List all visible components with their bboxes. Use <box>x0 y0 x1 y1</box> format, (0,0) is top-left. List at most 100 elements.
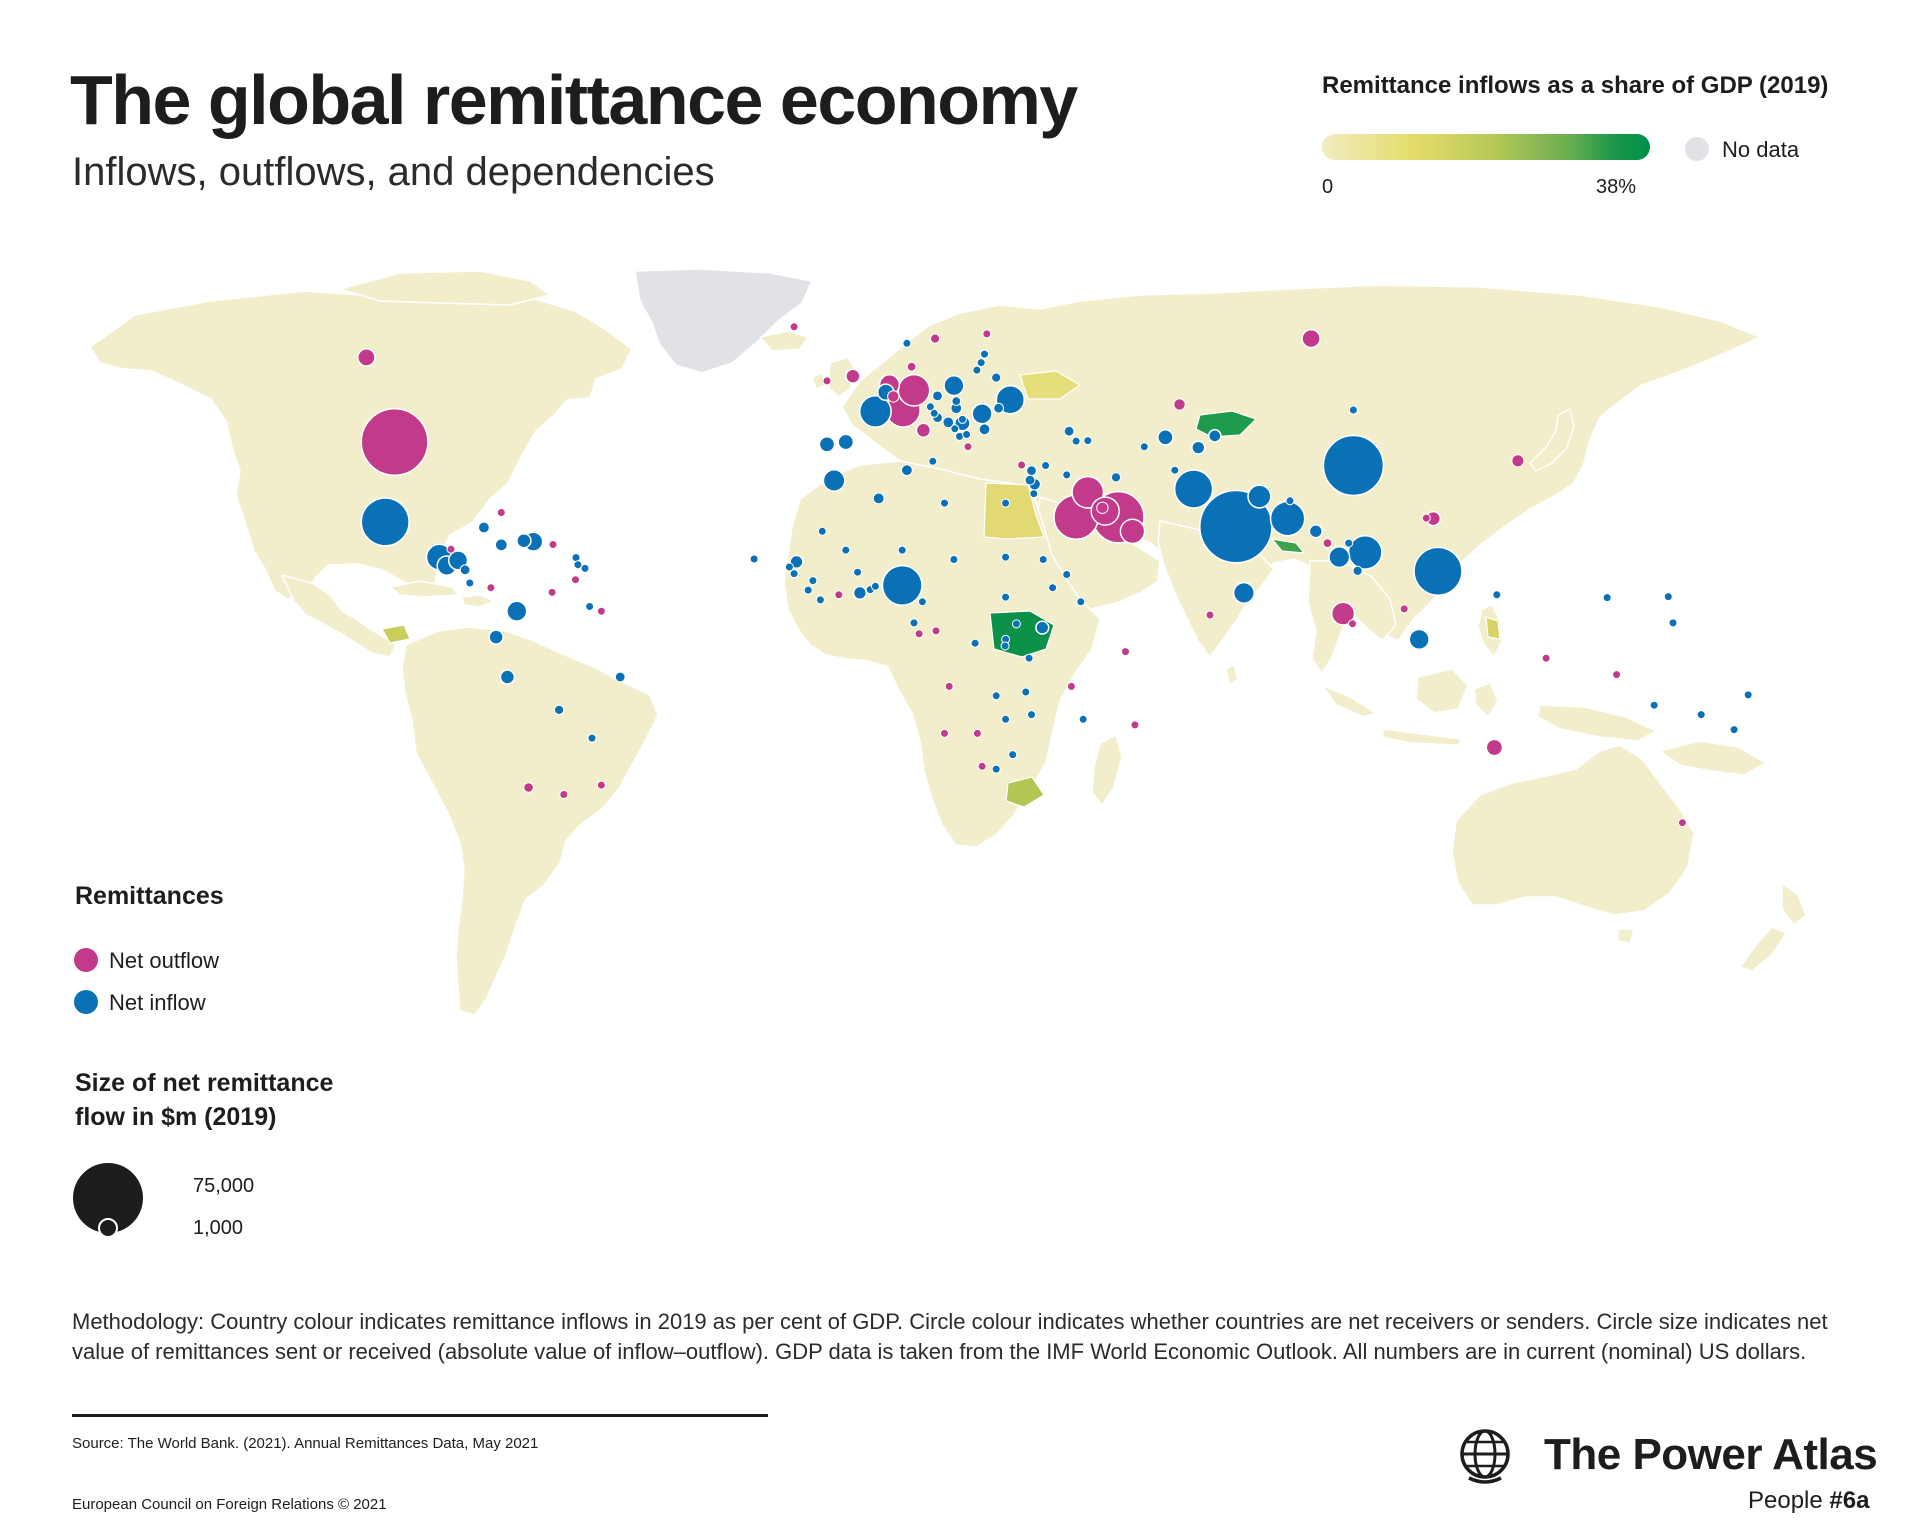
net-inflow-bubble <box>853 567 863 577</box>
net-inflow-bubble <box>902 338 912 348</box>
australia-land <box>1451 744 1695 916</box>
net-inflow-bubble <box>1308 524 1323 539</box>
net-inflow-bubble <box>837 433 855 451</box>
net-outflow-bubble <box>1130 720 1140 730</box>
net-inflow-bubble <box>841 545 851 555</box>
net-outflow-bubble <box>887 390 900 403</box>
net-inflow-bubble <box>1076 597 1086 607</box>
net-inflow-bubble <box>465 578 475 588</box>
indonesia-land <box>1321 668 1657 746</box>
no-data-swatch <box>1685 137 1709 161</box>
net-inflow-bubble <box>1083 436 1093 446</box>
net-outflow-bubble <box>977 761 987 771</box>
gdp-gradient-min-label: 0 <box>1322 176 1334 198</box>
nepal-shaded <box>1270 538 1306 554</box>
net-inflow-bubble <box>1743 690 1753 700</box>
net-inflow-bubble <box>360 497 410 547</box>
net-outflow-bubble <box>571 575 580 585</box>
net-inflow-bubble <box>852 585 868 601</box>
net-outflow-bubble <box>1612 670 1622 680</box>
size-legend-title: Size of net remittance flow in $m (2019) <box>75 1069 334 1131</box>
net-inflow-bubble <box>928 456 938 466</box>
net-inflow-bubble <box>980 349 989 359</box>
net-inflow-bubble <box>808 576 818 586</box>
net-inflow-bubble <box>1021 687 1031 697</box>
series-number: #6a <box>1829 1487 1870 1514</box>
net-inflow-bubble <box>1029 489 1039 499</box>
net-outflow-bubble <box>1485 738 1504 757</box>
sri-lanka-land <box>1225 664 1239 686</box>
arctic-islands-land <box>339 270 551 306</box>
net-outflow-bubble <box>789 322 799 332</box>
net-inflow-bubble <box>1602 593 1612 603</box>
net-outflow-bubble <box>897 373 931 407</box>
net-inflow-bubble <box>1413 546 1463 596</box>
net-outflow-bubble <box>982 329 992 339</box>
net-outflow-bubble <box>1677 818 1687 828</box>
net-inflow-bubble <box>1348 405 1358 415</box>
honduras-shaded <box>381 624 411 644</box>
hispaniola-land <box>461 594 495 608</box>
net-outflow-bubble <box>931 626 941 636</box>
net-outflow-bubble <box>596 780 606 790</box>
net-outflow-bubble <box>930 333 941 344</box>
net-inflow-bubble <box>494 538 509 552</box>
remittance-bubbles <box>357 322 1753 828</box>
net-inflow-bubble <box>1024 653 1034 663</box>
net-inflow-bubble <box>1063 425 1075 437</box>
net-inflow-bubble <box>1170 465 1180 475</box>
net-inflow-bubble <box>972 365 982 375</box>
net-inflow-bubble <box>991 372 1002 383</box>
size-legend-small-label: 1,000 <box>193 1217 244 1239</box>
net-inflow-bubble <box>478 521 490 534</box>
net-outflow-bubble <box>915 422 932 439</box>
net-inflow-bubble <box>1027 710 1036 720</box>
net-inflow-bubble <box>870 581 880 591</box>
net-outflow-bubble <box>1348 619 1357 629</box>
net-outflow-bubble <box>1205 610 1215 620</box>
source-note: Source: The World Bank. (2021). Annual R… <box>72 1435 539 1452</box>
net-outflow-bubble <box>523 782 534 793</box>
net-inflow-bubble <box>1492 590 1502 600</box>
net-outflow-bubble <box>559 790 569 799</box>
net-inflow-swatch <box>74 990 98 1014</box>
land-masses <box>89 268 1840 1016</box>
net-inflow-bubble <box>872 492 885 505</box>
net-outflow-bubble <box>914 629 924 639</box>
net-outflow-bubble <box>963 442 973 452</box>
net-inflow-bubble <box>1110 472 1122 483</box>
size-legend-circles <box>73 1163 143 1238</box>
net-inflow-bubble <box>1062 570 1072 579</box>
net-inflow-bubble <box>942 416 955 429</box>
net-inflow-bubble <box>749 554 759 564</box>
net-outflow-bubble <box>1421 513 1431 523</box>
map-subtitle: Inflows, outflows, and dependencies <box>72 150 715 194</box>
net-outflow-bubble <box>1322 538 1333 549</box>
net-inflow-bubble <box>1668 618 1678 628</box>
size-legend-big-label: 75,000 <box>193 1175 255 1197</box>
net-outflow-bubble <box>1330 601 1356 626</box>
copyright-note: European Council on Foreign Relations © … <box>72 1496 387 1513</box>
size-legend-big-circle <box>73 1163 143 1233</box>
net-outflow-bubble <box>360 407 429 477</box>
net-inflow-bubble <box>951 396 962 407</box>
net-inflow-bubble <box>1191 440 1206 455</box>
net-inflow-bubble <box>803 585 813 595</box>
net-inflow-bubble <box>991 764 1001 774</box>
net-inflow-bubble <box>1139 442 1149 452</box>
greenland-land <box>634 268 813 374</box>
net-inflow-bubble <box>949 555 959 564</box>
net-inflow-bubble <box>917 597 927 607</box>
tasmania-land <box>1617 928 1635 944</box>
net-outflow-bubble <box>547 587 557 597</box>
world-map <box>89 268 1840 1016</box>
net-inflow-bubble <box>943 374 965 397</box>
zimbabwe-shaded <box>1005 776 1045 808</box>
net-inflow-bubble <box>932 390 943 402</box>
net-inflow-bubble <box>1062 470 1072 480</box>
net-inflow-bubble <box>1269 500 1306 537</box>
net-inflow-bubble <box>978 423 991 436</box>
no-data-label: No data <box>1722 137 1800 162</box>
ukraine-shaded <box>1019 370 1082 400</box>
methodology-note: Methodology: Country colour indicates re… <box>72 1309 1828 1364</box>
